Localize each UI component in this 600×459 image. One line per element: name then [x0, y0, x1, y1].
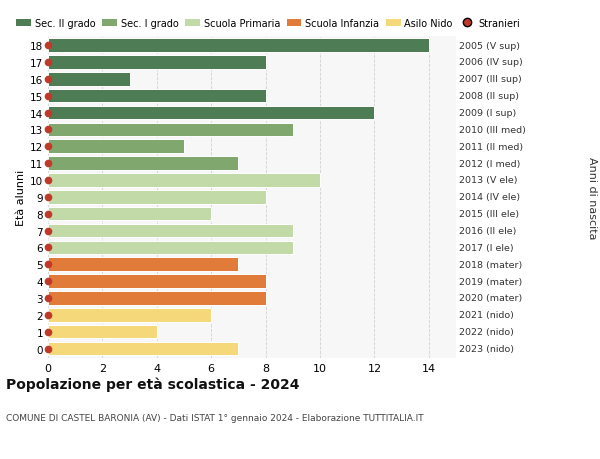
Bar [48, 275, 266, 288]
Text: Popolazione per età scolastica - 2024: Popolazione per età scolastica - 2024 [6, 376, 299, 391]
Text: 2015 (III ele): 2015 (III ele) [459, 210, 519, 218]
Bar [48, 56, 266, 69]
Text: 2014 (IV ele): 2014 (IV ele) [459, 193, 520, 202]
Bar [48, 106, 374, 120]
Bar [48, 342, 238, 356]
Text: 2012 (I med): 2012 (I med) [459, 159, 520, 168]
Bar [48, 291, 266, 305]
Text: 2007 (III sup): 2007 (III sup) [459, 75, 522, 84]
Bar [48, 308, 211, 322]
Bar [48, 224, 293, 238]
Text: 2013 (V ele): 2013 (V ele) [459, 176, 517, 185]
Bar [48, 207, 211, 221]
Bar [48, 325, 157, 339]
Text: 2009 (I sup): 2009 (I sup) [459, 109, 516, 118]
Text: 2008 (II sup): 2008 (II sup) [459, 92, 519, 101]
Text: 2021 (nido): 2021 (nido) [459, 311, 514, 319]
Text: 2022 (nido): 2022 (nido) [459, 327, 514, 336]
Bar [48, 241, 293, 255]
Text: 2011 (II med): 2011 (II med) [459, 142, 523, 151]
Text: 2019 (mater): 2019 (mater) [459, 277, 522, 286]
Bar [48, 190, 266, 204]
Text: Anni di nascita: Anni di nascita [587, 156, 597, 239]
Text: 2006 (IV sup): 2006 (IV sup) [459, 58, 523, 67]
Text: COMUNE DI CASTEL BARONIA (AV) - Dati ISTAT 1° gennaio 2024 - Elaborazione TUTTIT: COMUNE DI CASTEL BARONIA (AV) - Dati IST… [6, 413, 424, 422]
Y-axis label: Età alunni: Età alunni [16, 169, 26, 225]
Text: 2010 (III med): 2010 (III med) [459, 126, 526, 134]
Bar [48, 140, 184, 154]
Text: 2017 (I ele): 2017 (I ele) [459, 243, 514, 252]
Bar [48, 73, 130, 86]
Bar [48, 90, 266, 103]
Legend: Sec. II grado, Sec. I grado, Scuola Primaria, Scuola Infanzia, Asilo Nido, Stran: Sec. II grado, Sec. I grado, Scuola Prim… [16, 19, 520, 28]
Bar [48, 39, 429, 53]
Text: 2005 (V sup): 2005 (V sup) [459, 41, 520, 50]
Bar [48, 123, 293, 137]
Bar [48, 258, 238, 271]
Text: 2018 (mater): 2018 (mater) [459, 260, 522, 269]
Text: 2023 (nido): 2023 (nido) [459, 344, 514, 353]
Bar [48, 157, 238, 170]
Text: 2020 (mater): 2020 (mater) [459, 294, 522, 303]
Bar [48, 174, 320, 187]
Text: 2016 (II ele): 2016 (II ele) [459, 227, 517, 235]
